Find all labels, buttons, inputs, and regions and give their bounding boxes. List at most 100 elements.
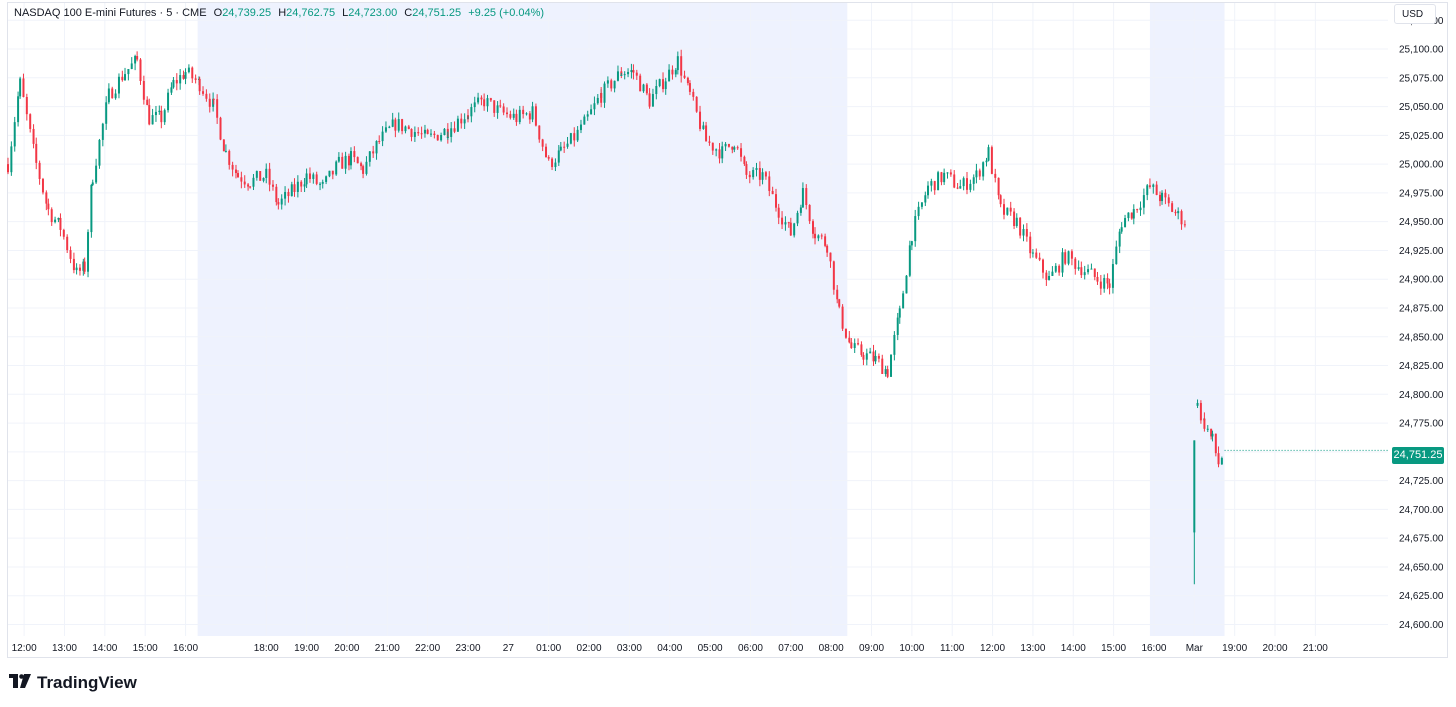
candle-down: [829, 252, 832, 262]
candle-up: [158, 110, 161, 112]
candle-up: [985, 160, 988, 163]
symbol-title[interactable]: NASDAQ 100 E-mini Futures · 5 · CME: [14, 7, 207, 19]
candle-down: [1214, 433, 1217, 454]
candle-down: [1183, 224, 1186, 226]
candle-down: [142, 80, 145, 100]
candle-up: [1087, 269, 1090, 273]
candle-down: [1058, 265, 1061, 273]
candle-up: [477, 97, 480, 103]
candle-up: [114, 93, 117, 99]
time-tick-label: 08:00: [819, 643, 844, 654]
candle-down: [32, 128, 35, 144]
chart-area[interactable]: [7, 2, 1448, 658]
candle-down: [271, 184, 274, 187]
candle-down: [775, 194, 778, 208]
high-label: H: [278, 7, 287, 19]
candle-down: [841, 306, 844, 329]
candle-down: [1148, 185, 1151, 187]
candle-down: [212, 98, 215, 100]
candle-down: [1108, 283, 1111, 288]
price-tick-label: 24,875.00: [1399, 303, 1444, 314]
candle-up: [90, 184, 93, 233]
candle-up: [972, 177, 975, 184]
candle-up: [908, 245, 911, 276]
candle-up: [224, 150, 227, 152]
candle-down: [886, 369, 889, 377]
candle-down: [990, 147, 993, 174]
candle-down: [639, 75, 642, 92]
tradingview-logo-text: TradingView: [37, 673, 137, 692]
tradingview-logo[interactable]: TradingView: [9, 673, 137, 693]
candle-up: [1118, 231, 1121, 247]
candle-up: [676, 56, 679, 71]
currency-button[interactable]: USD: [1394, 4, 1436, 24]
candle-down: [506, 112, 509, 115]
candle-up: [910, 241, 913, 246]
candle-down: [69, 250, 72, 259]
candle-up: [801, 188, 804, 208]
candle-down: [205, 93, 208, 99]
candle-up: [884, 369, 887, 374]
candle-up: [1220, 458, 1223, 465]
candle-down: [277, 202, 280, 205]
candle-up: [134, 56, 137, 64]
time-tick-label: 16:00: [1141, 643, 1166, 654]
candle-up: [430, 133, 433, 135]
candle-up: [463, 119, 466, 124]
candle-down: [208, 98, 211, 107]
candle-up: [1083, 272, 1086, 276]
candle-down: [545, 146, 548, 158]
candle-down: [378, 140, 381, 142]
candle-down: [160, 110, 163, 123]
candle-down: [182, 75, 185, 79]
candle-up: [616, 71, 619, 81]
candle-down: [699, 111, 702, 129]
candle-up: [17, 96, 20, 123]
candle-up: [337, 156, 340, 162]
candle-down: [293, 184, 296, 192]
time-axis: 12:00 13:00 14:00 15:00 16:00 18:00 19:00 20:00…: [12, 643, 1329, 654]
candle-up: [368, 151, 371, 162]
candle-up: [651, 94, 654, 107]
candle-up: [566, 143, 569, 147]
candle-down: [551, 158, 554, 168]
price-tick-label: 24,900.00: [1399, 275, 1444, 286]
candle-up: [586, 114, 589, 117]
candle-up: [674, 70, 677, 75]
candle-down: [1009, 207, 1012, 212]
time-tick-label: 21:00: [375, 643, 400, 654]
candle-up: [930, 181, 933, 186]
candle-up: [603, 83, 606, 103]
candle-up: [559, 146, 562, 151]
candle-down: [826, 245, 829, 253]
candle-down: [857, 343, 860, 345]
candle-down: [1074, 258, 1077, 269]
candle-up: [620, 74, 623, 76]
candle-down: [781, 217, 784, 225]
candle-up: [752, 169, 755, 178]
candle-down: [59, 217, 62, 230]
candle-up: [423, 129, 426, 134]
open-value: 24,739.25: [222, 7, 272, 19]
price-tick-label: 24,925.00: [1399, 246, 1444, 257]
price-tick-label: 25,100.00: [1399, 45, 1444, 56]
candle-up: [817, 235, 820, 239]
candle-down: [1174, 211, 1177, 214]
candle-down: [7, 164, 9, 173]
candle-up: [335, 161, 338, 175]
candle-down: [175, 79, 178, 84]
candle-up: [702, 125, 705, 129]
candle-up: [19, 78, 22, 97]
time-tick-label: 18:00: [254, 643, 279, 654]
candle-down: [275, 186, 278, 203]
candle-up: [212, 98, 215, 107]
candle-down: [216, 99, 219, 118]
candle-up: [927, 185, 929, 196]
price-tick-label: 24,700.00: [1399, 505, 1444, 516]
candle-down: [680, 56, 683, 76]
candle-up: [187, 67, 190, 73]
candle-up: [1152, 184, 1155, 187]
candle-down: [787, 222, 790, 224]
candle-up: [349, 151, 352, 166]
